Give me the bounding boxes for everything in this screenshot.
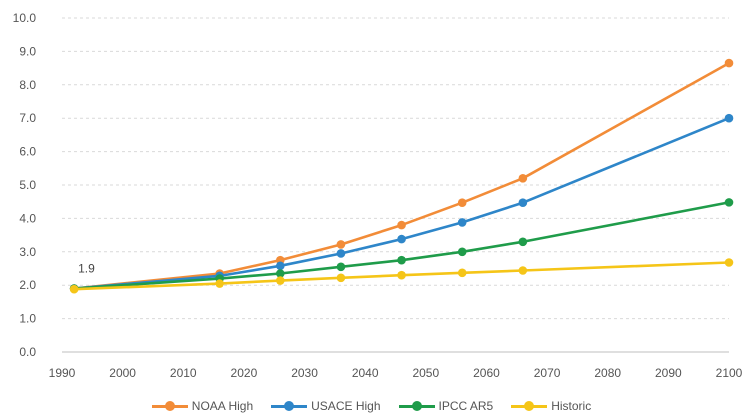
x-tick-label: 2000: [109, 366, 136, 380]
data-point: [724, 258, 734, 267]
x-tick-label: 2060: [473, 366, 500, 380]
y-tick-label: 4.0: [19, 211, 36, 225]
y-tick-label: 10.0: [13, 11, 37, 25]
line-chart: 0.0 1.0 2.0 3.0 4.0 5.0 6.0 7.0 8.0 9.0 10.0 1990 2…: [13, 11, 743, 380]
data-point: [457, 218, 467, 227]
legend-entry: Historic: [511, 399, 591, 413]
y-tick-label: 8.0: [19, 78, 36, 92]
data-point: [518, 198, 528, 208]
x-tick-label: 2100: [716, 366, 743, 380]
data-point: [457, 268, 467, 278]
series-layer: [69, 58, 734, 294]
series-line: [72, 61, 731, 290]
data-point: [518, 174, 528, 183]
x-tick-label: 2010: [170, 366, 197, 380]
data-point: [518, 237, 528, 247]
series-line: [72, 116, 731, 290]
data-point: [336, 273, 346, 283]
legend-label: IPCC AR5: [438, 399, 494, 413]
legend-swatch: [271, 401, 308, 411]
legend-swatch: [151, 401, 188, 411]
y-tick-label: 2.0: [19, 278, 36, 292]
legend-swatch: [511, 401, 548, 411]
series-line: [72, 261, 731, 291]
data-point: [336, 262, 346, 272]
legend-entry: USACE High: [271, 399, 381, 413]
y-tick-label: 5.0: [19, 178, 36, 192]
x-tick-label: 2020: [231, 366, 258, 380]
legend-entry: IPCC AR5: [398, 399, 494, 413]
data-point: [457, 198, 467, 208]
legend-label: NOAA High: [191, 399, 254, 413]
legend-swatch: [398, 401, 435, 411]
legend: NOAA High USACE High IPCC AR5 Historic: [0, 399, 743, 413]
y-tick-label: 9.0: [19, 44, 36, 58]
y-tick-label: 0.0: [19, 345, 36, 359]
series-line: [72, 201, 731, 290]
data-point: [457, 247, 467, 257]
data-point: [215, 279, 224, 288]
data-point: [518, 266, 528, 275]
data-point: [69, 284, 79, 294]
data-point: [275, 276, 285, 285]
y-axis-tick-labels: 0.0 1.0 2.0 3.0 4.0 5.0 6.0 7.0 8.0 9.0 10.0: [13, 11, 37, 359]
data-point: [397, 255, 406, 265]
y-tick-label: 6.0: [19, 145, 36, 159]
data-point: [397, 220, 406, 230]
data-point: [336, 249, 346, 258]
data-point: [397, 270, 406, 280]
legend-entry: NOAA High: [151, 399, 254, 413]
data-point: [724, 198, 734, 207]
x-tick-label: 2080: [594, 366, 621, 380]
y-tick-label: 7.0: [19, 111, 36, 125]
y-tick-label: 3.0: [19, 245, 36, 259]
grid-lines: [62, 17, 729, 353]
data-point: [724, 113, 734, 123]
x-axis-tick-labels: 1990 2000 2010 2020 2030 2040 2050 2060 2070 2080…: [49, 366, 743, 380]
x-tick-label: 2040: [352, 366, 379, 380]
data-point: [336, 240, 346, 249]
data-point: [275, 261, 285, 271]
data-label: 1.9: [78, 262, 95, 276]
x-tick-label: 2090: [655, 366, 682, 380]
data-point: [397, 234, 406, 244]
legend-label: Historic: [551, 399, 592, 413]
x-tick-label: 2050: [412, 366, 439, 380]
legend-label: USACE High: [311, 399, 381, 413]
series-historic: [69, 258, 734, 294]
annotations: 1.9: [78, 262, 95, 276]
x-tick-label: 1990: [49, 366, 76, 380]
y-tick-label: 1.0: [19, 312, 36, 326]
x-tick-label: 2030: [291, 366, 318, 380]
x-tick-label: 2070: [534, 366, 561, 380]
data-point: [724, 58, 734, 68]
data-point: [275, 269, 285, 278]
